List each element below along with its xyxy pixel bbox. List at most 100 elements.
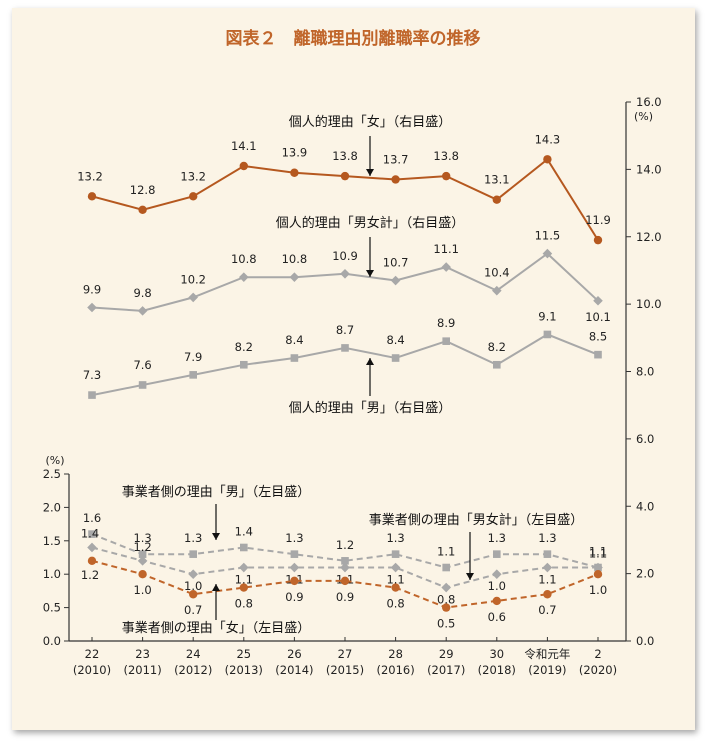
x-tick-sublabel: (2011) <box>123 663 161 677</box>
right-axis-unit: (%) <box>634 110 653 123</box>
x-tick-label: 24 <box>186 647 201 661</box>
data-point <box>492 195 501 204</box>
data-label: 8.4 <box>285 333 303 347</box>
data-point <box>137 306 148 316</box>
data-point <box>340 576 350 586</box>
data-label: 13.7 <box>383 152 409 166</box>
x-tick-sublabel: (2020) <box>579 663 617 677</box>
data-label: 13.1 <box>484 173 510 187</box>
annotation-arrowhead <box>366 169 374 176</box>
data-label: 1.2 <box>336 538 354 552</box>
right-tick-label: 12.0 <box>636 230 662 244</box>
data-label: 1.1 <box>386 573 404 587</box>
data-point <box>442 603 451 612</box>
data-label: 10.9 <box>332 249 358 263</box>
data-point <box>543 330 552 339</box>
right-tick-label: 2.0 <box>636 567 654 581</box>
data-point <box>442 171 451 181</box>
annotation-label: 個人的理由「男」（右目盛） <box>289 400 452 416</box>
data-label: 10.8 <box>282 252 308 266</box>
data-point <box>391 583 400 592</box>
left-axis-unit: (%) <box>45 454 64 467</box>
data-label: 10.4 <box>484 266 510 280</box>
data-label: 1.0 <box>488 579 506 593</box>
x-tick-label: 26 <box>287 647 302 661</box>
data-label: 11.1 <box>433 242 459 256</box>
data-point <box>290 550 299 558</box>
x-tick-label: 23 <box>135 647 150 661</box>
data-label: 0.7 <box>184 603 202 617</box>
data-label: 14.1 <box>231 139 257 153</box>
data-point <box>239 272 249 282</box>
data-label: 9.1 <box>538 309 556 323</box>
x-tick-sublabel: (2013) <box>225 663 263 677</box>
left-tick-label: 0.0 <box>43 634 61 648</box>
data-point <box>493 360 501 369</box>
data-point <box>543 590 552 599</box>
data-label: 1.6 <box>83 511 101 525</box>
data-point <box>138 205 147 214</box>
data-label: 0.8 <box>235 597 253 611</box>
data-label: 1.3 <box>184 531 202 545</box>
x-tick-sublabel: (2015) <box>326 663 364 677</box>
data-point <box>492 569 502 579</box>
data-label: 1.3 <box>133 531 151 545</box>
data-label: 7.3 <box>83 368 101 382</box>
data-point <box>189 192 198 201</box>
data-label: 13.9 <box>282 146 308 160</box>
data-point <box>391 175 400 184</box>
data-label: 10.7 <box>383 256 409 270</box>
data-label: 13.8 <box>332 149 358 163</box>
data-label: 14.3 <box>535 132 561 146</box>
data-point <box>289 272 300 282</box>
x-tick-label: 令和元年 <box>524 647 570 661</box>
right-tick-label: 0.0 <box>636 634 654 648</box>
data-label: 13.2 <box>180 169 206 183</box>
data-point <box>87 302 97 313</box>
data-point <box>594 350 602 359</box>
data-point <box>542 562 553 573</box>
data-point <box>391 550 400 558</box>
x-tick-label: 27 <box>338 647 353 661</box>
data-point <box>493 550 501 558</box>
data-label: 1.4 <box>235 524 253 538</box>
data-label: 1.2 <box>81 568 99 582</box>
series-line-2 <box>91 333 599 397</box>
data-label: 8.2 <box>488 340 506 354</box>
annotation-arrowhead <box>366 358 374 365</box>
data-label: 10.1 <box>585 310 611 324</box>
data-label: 1.2 <box>133 540 151 554</box>
x-tick-label: 22 <box>85 647 100 661</box>
annotation-label: 個人的理由「女」（右目盛） <box>289 114 452 130</box>
data-point <box>593 562 603 573</box>
annotation-arrowhead <box>366 270 374 277</box>
x-tick-sublabel: (2019) <box>528 663 566 677</box>
data-point <box>87 192 97 201</box>
data-point <box>189 590 198 599</box>
x-tick-sublabel: (2012) <box>174 663 212 677</box>
data-point <box>88 391 96 399</box>
data-point <box>189 371 197 379</box>
data-label: 1.3 <box>488 531 506 545</box>
annotation-arrowhead <box>212 584 220 591</box>
data-point <box>239 161 248 171</box>
data-point <box>492 285 502 296</box>
left-tick-label: 2.5 <box>43 467 61 481</box>
chart-title: 図表２ 離職理由別離職率の推移 <box>226 28 481 49</box>
x-tick-sublabel: (2018) <box>478 663 516 677</box>
right-tick-label: 14.0 <box>636 162 662 176</box>
right-tick-label: 16.0 <box>636 95 662 109</box>
data-point <box>341 557 349 565</box>
data-point <box>441 262 451 272</box>
data-label: 12.8 <box>130 183 156 197</box>
data-label: 1.3 <box>285 531 303 545</box>
left-tick-label: 2.0 <box>43 500 61 514</box>
data-label: 7.9 <box>184 350 202 364</box>
data-label: 1.1 <box>589 547 607 561</box>
series-line-5 <box>91 559 599 609</box>
data-label: 9.9 <box>83 282 101 296</box>
data-point <box>543 155 552 164</box>
x-tick-sublabel: (2016) <box>376 663 414 677</box>
left-tick-label: 1.0 <box>43 567 61 581</box>
data-label: 0.7 <box>538 603 556 617</box>
